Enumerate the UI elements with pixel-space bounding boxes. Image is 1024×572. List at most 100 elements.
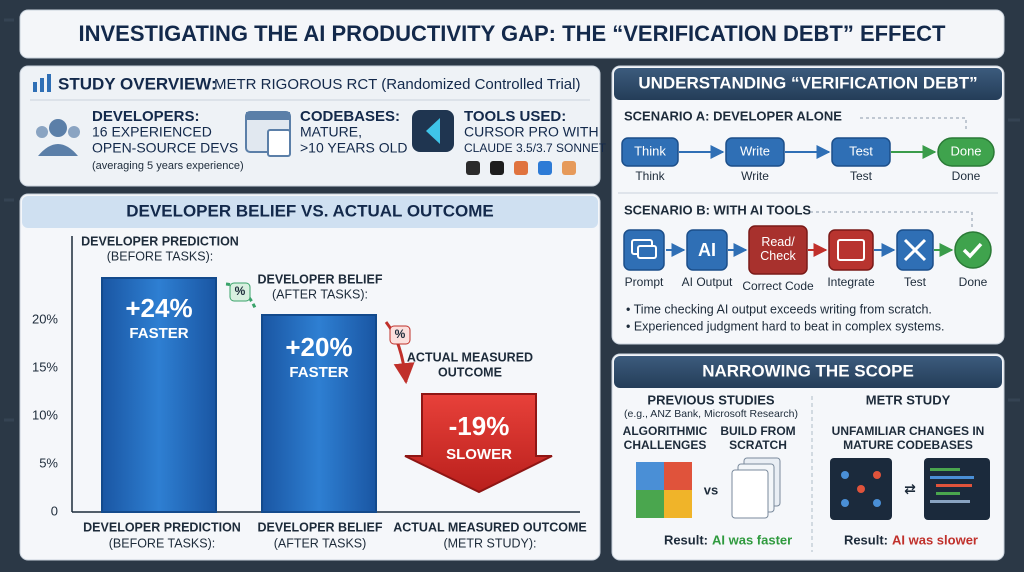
icon-part <box>636 462 664 490</box>
bar-caption: ACTUAL MEASURED OUTCOME <box>393 520 587 534</box>
result-label: Result: <box>664 532 708 547</box>
axis-label: 15% <box>32 359 58 374</box>
result: AI was faster <box>712 532 792 547</box>
down-arrow <box>404 393 553 494</box>
scenario-label: SCENARIO B: WITH AI TOOLS <box>624 202 811 217</box>
code-screen-icon <box>924 458 990 520</box>
bar-title: ACTUAL MEASURED <box>407 350 533 364</box>
icon-part <box>930 468 960 471</box>
bar-caption: DEVELOPER PREDICTION <box>83 520 241 534</box>
study-line: SCRATCH <box>729 438 787 452</box>
overview-heading: STUDY OVERVIEW: <box>58 74 217 93</box>
scenario-label: SCENARIO A: DEVELOPER ALONE <box>624 108 842 123</box>
step-caption: Done <box>952 169 981 183</box>
item-label: DEVELOPERS: <box>92 108 200 125</box>
scope-header <box>614 356 1002 388</box>
puzzle-icon <box>636 462 692 518</box>
icon-part <box>936 484 972 487</box>
step-caption: Integrate <box>827 275 875 289</box>
prompt-icon <box>623 229 665 271</box>
bar-title: OUTCOME <box>438 365 502 379</box>
overview-subheading: METR RIGOROUS RCT (Randomized Controlled… <box>214 76 580 93</box>
comparison-heading: DEVELOPER BELIEF VS. ACTUAL OUTCOME <box>126 201 493 220</box>
logo <box>538 161 552 175</box>
dashed-connector <box>860 117 967 132</box>
icon-part <box>47 74 51 92</box>
node-text: Write <box>740 143 770 158</box>
axis-label: 0 <box>51 503 58 518</box>
title-bar <box>19 9 1005 59</box>
icon-part <box>873 471 881 479</box>
icon-part <box>930 476 974 479</box>
step-caption: Correct Code <box>742 279 814 293</box>
study-title: METR STUDY <box>866 392 951 407</box>
study-line: MATURE CODEBASES <box>843 438 973 452</box>
study-line: CHALLENGES <box>624 438 707 452</box>
done-icon <box>954 231 992 269</box>
codebase-icon <box>245 111 291 157</box>
icon-part <box>246 112 290 120</box>
icon-part <box>837 239 865 261</box>
bar-caption: (BEFORE TASKS): <box>109 536 216 550</box>
badge-text: % <box>235 284 246 298</box>
trend-arrow <box>225 282 258 311</box>
overview-panel <box>19 65 601 187</box>
icon-part <box>930 500 970 503</box>
axis-label: 5% <box>39 455 58 470</box>
study-title: PREVIOUS STUDIES <box>647 392 774 407</box>
bar-title: (AFTER TASKS): <box>272 287 368 301</box>
node-text: Done <box>950 143 981 158</box>
icon-part <box>40 78 44 92</box>
axis-label: 20% <box>32 311 58 326</box>
item-label: TOOLS USED: <box>464 108 566 125</box>
icon-part <box>49 119 67 137</box>
item-note: (averaging 5 years experience) <box>92 160 244 172</box>
icon-part <box>924 458 990 520</box>
bar-title: (BEFORE TASKS): <box>107 249 214 263</box>
step-node <box>686 229 728 271</box>
bar-caption: (AFTER TASKS) <box>274 536 367 550</box>
icon-part <box>962 242 983 259</box>
icon-part <box>426 118 440 144</box>
step-node <box>725 137 785 167</box>
step-node <box>748 225 808 275</box>
icon-part <box>33 82 37 92</box>
step-node <box>828 229 874 271</box>
developers-icon <box>36 119 80 156</box>
bar <box>101 277 217 513</box>
step-caption: Done <box>959 275 988 289</box>
bar-title: DEVELOPER PREDICTION <box>81 234 239 248</box>
item-label: CODEBASES: <box>300 108 400 125</box>
icon-part <box>841 471 849 479</box>
bar-title: DEVELOPER BELIEF <box>257 272 382 286</box>
item-line: CLAUDE 3.5/3.7 SONNET <box>464 141 607 155</box>
icon-part <box>637 245 657 259</box>
debt-header <box>614 68 1002 100</box>
step-node <box>621 137 679 167</box>
badge <box>389 325 411 345</box>
icon-part <box>936 492 960 495</box>
logo <box>562 161 576 175</box>
study-line: ALGORITHMIC <box>623 424 708 438</box>
chart-icon <box>33 74 51 92</box>
comparison-header <box>22 196 598 228</box>
icon-part <box>267 129 291 157</box>
icon-part <box>841 499 849 507</box>
result: AI was slower <box>892 532 978 547</box>
item-line: OPEN-SOURCE DEVS <box>92 140 238 156</box>
integrate-icon <box>828 229 874 271</box>
item-line: MATURE, <box>300 124 362 140</box>
icon-part <box>36 126 48 138</box>
bar-caption: DEVELOPER BELIEF <box>257 520 382 534</box>
logo <box>466 161 480 175</box>
code-background <box>4 18 1020 422</box>
icon-part <box>636 490 664 518</box>
step-caption: Write <box>741 169 769 183</box>
vs: vs <box>704 482 718 497</box>
swap-arrows: ⇄ <box>904 481 916 497</box>
step-caption: AI Output <box>682 275 733 289</box>
icon-part <box>731 469 769 519</box>
test-icon <box>896 229 934 271</box>
icon-part <box>664 490 692 518</box>
step-caption: Think <box>635 169 665 183</box>
